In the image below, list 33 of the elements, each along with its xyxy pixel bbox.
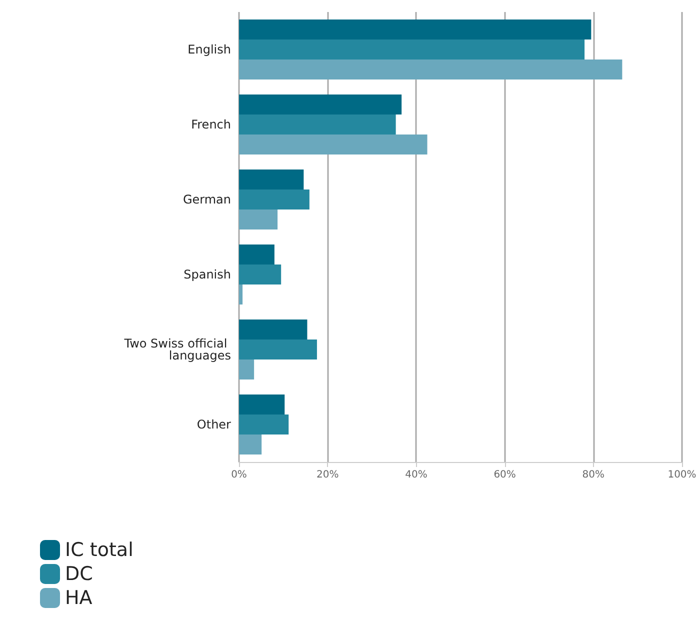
y-tick-label: Two Swiss official languages <box>123 336 231 362</box>
legend-label: HA <box>65 587 92 609</box>
bar <box>239 320 308 340</box>
y-tick-label: Other <box>196 418 232 432</box>
bar <box>239 244 274 264</box>
legend-label: IC total <box>65 539 134 561</box>
bar <box>239 20 592 40</box>
x-tick-label: 60% <box>494 470 516 480</box>
bar <box>239 340 317 360</box>
y-tick-label: French <box>191 118 231 132</box>
bar <box>239 190 310 210</box>
x-tick-label: 80% <box>582 470 605 480</box>
x-tick-label: 40% <box>405 470 428 480</box>
bar <box>239 394 285 414</box>
bar <box>239 60 622 80</box>
y-tick-label: English <box>188 42 231 56</box>
bar <box>239 40 585 60</box>
legend-label: DC <box>65 563 93 585</box>
bar <box>239 414 289 434</box>
y-tick-label: Spanish <box>184 268 231 282</box>
bar <box>239 94 402 114</box>
bar <box>239 170 304 190</box>
x-tick-label: 0% <box>231 470 247 480</box>
bar <box>239 360 254 380</box>
bar <box>239 134 428 154</box>
bar <box>239 210 278 230</box>
y-tick-label: German <box>182 192 231 206</box>
x-tick-label: 100% <box>668 470 696 480</box>
bar <box>239 434 262 454</box>
x-tick-label: 20% <box>316 470 339 480</box>
bar <box>239 114 396 134</box>
bar <box>239 284 243 304</box>
bar <box>239 264 282 284</box>
